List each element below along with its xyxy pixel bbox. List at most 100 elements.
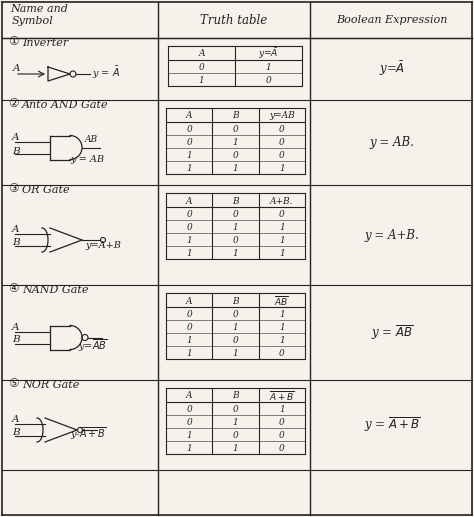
Text: 0: 0 xyxy=(233,405,238,414)
Text: 1: 1 xyxy=(186,164,192,173)
Text: 1: 1 xyxy=(233,249,238,258)
Text: 0: 0 xyxy=(279,125,285,134)
Text: $\overline{AB}$: $\overline{AB}$ xyxy=(274,294,289,308)
Text: y = AB.: y = AB. xyxy=(370,136,414,149)
Text: AB: AB xyxy=(85,135,98,144)
Text: y-$\overline{A+B}$: y-$\overline{A+B}$ xyxy=(70,425,107,442)
Text: A: A xyxy=(12,132,19,142)
Text: 0: 0 xyxy=(233,125,238,134)
Text: y = $\overline{AB}$: y = $\overline{AB}$ xyxy=(371,323,413,342)
Text: 1: 1 xyxy=(233,349,238,358)
Text: y=$\overline{AB}$: y=$\overline{AB}$ xyxy=(78,337,108,354)
Text: B: B xyxy=(232,297,239,306)
Text: ②: ② xyxy=(8,97,18,110)
Text: A: A xyxy=(12,225,19,234)
Text: NOR Gate: NOR Gate xyxy=(22,380,79,390)
Text: Inverter: Inverter xyxy=(22,38,68,48)
Text: 1: 1 xyxy=(233,164,238,173)
Text: 0: 0 xyxy=(279,431,285,440)
Text: 0: 0 xyxy=(186,405,192,414)
Text: y=A+B: y=A+B xyxy=(85,241,121,250)
Text: B: B xyxy=(12,147,19,157)
Text: 1: 1 xyxy=(186,336,192,345)
Text: 0: 0 xyxy=(233,210,238,219)
Text: 1: 1 xyxy=(265,63,272,72)
Text: 1: 1 xyxy=(279,323,285,332)
Text: 1: 1 xyxy=(186,431,192,440)
Text: 0: 0 xyxy=(279,349,285,358)
Text: A: A xyxy=(13,64,20,73)
Text: y = $\bar{A}$: y = $\bar{A}$ xyxy=(92,65,120,81)
Text: A: A xyxy=(186,391,192,401)
Text: 1: 1 xyxy=(279,249,285,258)
Text: A+B.: A+B. xyxy=(270,196,293,205)
Text: B: B xyxy=(12,336,19,344)
Text: B: B xyxy=(12,238,19,247)
Text: NAND Gate: NAND Gate xyxy=(22,285,89,295)
Text: y=AB: y=AB xyxy=(269,112,295,120)
Text: y = $\overline{A+B}$: y = $\overline{A+B}$ xyxy=(364,416,420,434)
Text: $\overline{A+B}$: $\overline{A+B}$ xyxy=(269,389,295,403)
Text: 0: 0 xyxy=(233,310,238,319)
Text: ③: ③ xyxy=(8,182,18,195)
Text: 0: 0 xyxy=(186,418,192,427)
Text: 0: 0 xyxy=(199,63,204,72)
Text: 0: 0 xyxy=(233,151,238,160)
Text: 1: 1 xyxy=(186,249,192,258)
Text: A: A xyxy=(186,112,192,120)
Text: A: A xyxy=(186,196,192,205)
Text: 1: 1 xyxy=(279,310,285,319)
Text: 1: 1 xyxy=(233,323,238,332)
Text: 0: 0 xyxy=(279,151,285,160)
Text: 1: 1 xyxy=(233,418,238,427)
Text: 0: 0 xyxy=(186,310,192,319)
Text: 0: 0 xyxy=(186,323,192,332)
Text: Symbol: Symbol xyxy=(12,16,54,26)
Text: y = A+B.: y = A+B. xyxy=(365,229,419,241)
Text: 0: 0 xyxy=(186,223,192,232)
Text: Truth table: Truth table xyxy=(201,13,268,26)
Text: 1: 1 xyxy=(279,164,285,173)
Text: 0: 0 xyxy=(279,444,285,453)
Text: 1: 1 xyxy=(199,76,204,85)
Text: ④: ④ xyxy=(8,282,18,295)
Text: 0: 0 xyxy=(265,76,272,85)
Text: B: B xyxy=(232,112,239,120)
Text: 1: 1 xyxy=(279,236,285,245)
Text: 1: 1 xyxy=(233,138,238,147)
Text: OR Gate: OR Gate xyxy=(22,185,70,195)
Text: 0: 0 xyxy=(186,138,192,147)
Text: 0: 0 xyxy=(186,210,192,219)
Text: A: A xyxy=(198,50,205,58)
Text: 1: 1 xyxy=(279,405,285,414)
Text: A: A xyxy=(12,415,19,424)
Text: B: B xyxy=(232,196,239,205)
Text: Name and: Name and xyxy=(10,4,68,14)
Text: B: B xyxy=(12,428,19,437)
Text: 0: 0 xyxy=(186,125,192,134)
Text: 1: 1 xyxy=(279,223,285,232)
Text: 0: 0 xyxy=(279,138,285,147)
Text: Boolean Expression: Boolean Expression xyxy=(337,15,447,25)
Text: A: A xyxy=(186,297,192,306)
Text: Anto AND Gate: Anto AND Gate xyxy=(22,100,109,110)
Text: y = AB: y = AB xyxy=(70,155,104,163)
Text: 1: 1 xyxy=(186,349,192,358)
Text: 0: 0 xyxy=(279,210,285,219)
Text: 0: 0 xyxy=(233,336,238,345)
Text: 0: 0 xyxy=(279,418,285,427)
Text: 0: 0 xyxy=(233,236,238,245)
Text: 1: 1 xyxy=(186,151,192,160)
Text: y=$\bar{A}$: y=$\bar{A}$ xyxy=(379,60,405,78)
Text: y=$\bar{A}$: y=$\bar{A}$ xyxy=(258,47,279,62)
Text: ⑤: ⑤ xyxy=(8,377,18,390)
Text: 1: 1 xyxy=(233,444,238,453)
Text: A: A xyxy=(12,323,19,331)
Text: 1: 1 xyxy=(186,444,192,453)
Text: 0: 0 xyxy=(233,431,238,440)
Text: 1: 1 xyxy=(233,223,238,232)
Text: 1: 1 xyxy=(186,236,192,245)
Text: 1: 1 xyxy=(279,336,285,345)
Text: B: B xyxy=(232,391,239,401)
Text: ①: ① xyxy=(8,35,18,48)
